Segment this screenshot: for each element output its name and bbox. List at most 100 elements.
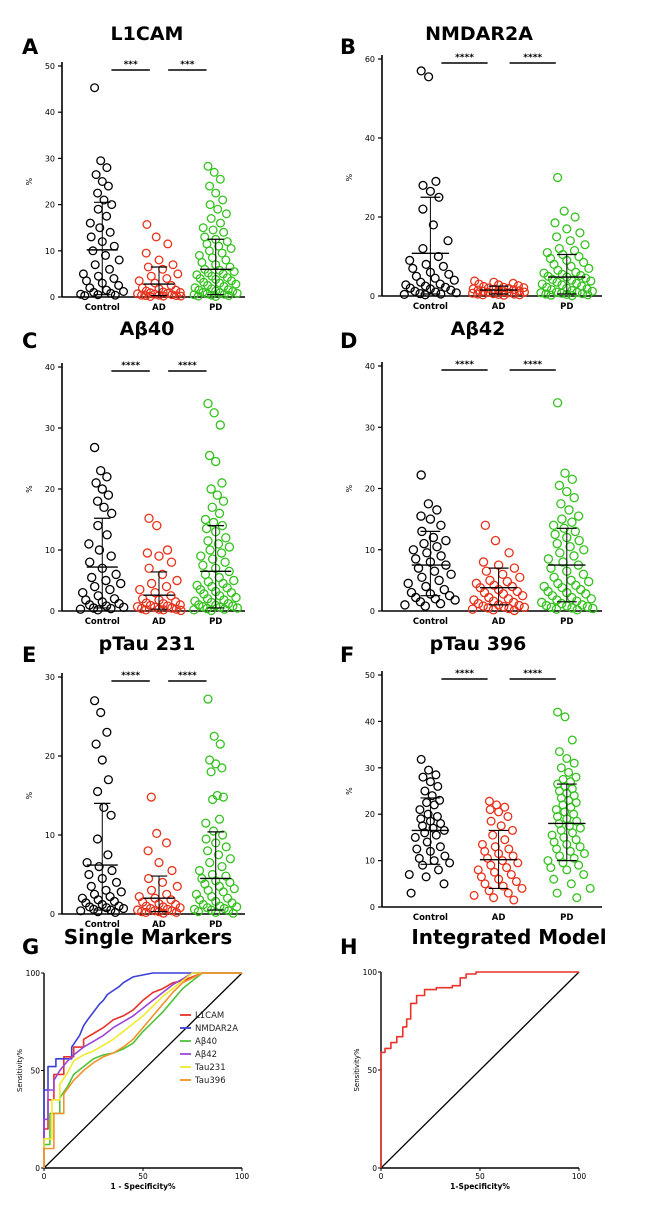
data-point-pd [219, 903, 229, 914]
data-point-pd [567, 290, 577, 301]
data-point-ad [142, 219, 152, 229]
data-point-control [433, 781, 443, 791]
data-point-pd [207, 502, 218, 513]
data-point-control [107, 865, 117, 876]
data-point-pd [554, 244, 564, 254]
data-point-pd [557, 514, 567, 524]
data-point-pd [575, 584, 586, 595]
data-point-control [109, 241, 119, 251]
y-tick-label: 50 [45, 62, 55, 71]
data-point-control [86, 572, 97, 583]
data-point-control [420, 786, 430, 796]
data-point-control [435, 795, 445, 805]
data-point-control [400, 600, 410, 610]
data-point-pd [213, 850, 224, 860]
data-point-pd [574, 860, 584, 870]
data-point-control [429, 566, 440, 576]
chart-B: 0 20 40 60% Control AD PD **** **** [345, 53, 602, 312]
category-label-ad: AD [152, 617, 166, 627]
data-point-pd [546, 563, 556, 573]
category-label-ad: AD [492, 302, 506, 312]
data-point-control [406, 888, 416, 898]
data-point-ad [135, 584, 145, 595]
data-point-ad [478, 601, 488, 611]
data-point-control [405, 255, 415, 265]
data-point-control [105, 584, 115, 595]
data-point-pd [546, 290, 556, 300]
chart-H: 0 50 100 0 50 100 1-Specificity% Sensitivity% [353, 968, 586, 1191]
data-point-pd [550, 529, 560, 540]
data-point-ad [498, 881, 508, 891]
data-point-pd [554, 747, 564, 757]
data-point-pd [552, 277, 562, 287]
data-point-pd [552, 888, 562, 898]
data-point-ad [469, 890, 479, 900]
data-point-pd [575, 842, 585, 852]
data-point-pd [585, 883, 595, 893]
data-point-control [430, 287, 441, 297]
data-point-pd [556, 598, 567, 609]
chart-C: 0 10 20 30 40% Control AD PD **** **** [25, 361, 245, 627]
data-point-pd [580, 240, 590, 250]
data-point-control [94, 545, 105, 555]
data-point-pd [556, 499, 566, 509]
data-point-control [408, 263, 418, 273]
data-point-ad [508, 278, 518, 288]
y-tick-label: 20 [365, 213, 375, 222]
data-point-control [432, 541, 442, 552]
data-point-control [96, 707, 106, 718]
data-point-ad [504, 288, 514, 298]
category-label-ad: AD [492, 617, 506, 627]
data-point-pd [567, 828, 578, 838]
data-point-pd [203, 536, 213, 546]
data-point-ad [142, 548, 153, 558]
panel-letter-H: H [340, 935, 358, 959]
data-point-pd [221, 871, 231, 881]
data-point-control [415, 805, 425, 815]
data-point-pd [208, 794, 218, 805]
y-tick-label: 0 [50, 910, 55, 919]
data-point-control [422, 837, 432, 847]
data-point-pd [226, 587, 237, 598]
data-point-control [110, 290, 120, 300]
data-point-ad [162, 273, 172, 283]
category-label-control: Control [85, 920, 120, 930]
data-point-pd [576, 270, 586, 281]
data-point-control [105, 264, 115, 274]
data-point-pd [206, 605, 217, 616]
category-label-pd: PD [209, 303, 222, 313]
chart-title-G: Single Markers [64, 925, 233, 949]
data-point-pd [553, 707, 563, 717]
data-point-control [89, 889, 100, 899]
data-point-ad [151, 232, 161, 242]
category-label-ad: AD [152, 920, 166, 930]
data-point-pd [226, 243, 236, 253]
data-point-control [115, 578, 126, 589]
chart-D: 0 10 20 30 40% Control AD PD **** **** [345, 360, 602, 627]
data-point-control [107, 200, 117, 210]
data-point-control [91, 739, 101, 749]
y-tick-label: 30 [365, 423, 375, 432]
data-point-control [102, 163, 112, 173]
data-point-control [418, 180, 428, 190]
data-point-pd [575, 228, 585, 238]
data-point-ad [154, 857, 164, 868]
data-point-pd [214, 241, 224, 251]
data-point-ad [137, 290, 147, 300]
panel-letter-D: D [340, 329, 357, 353]
panel-letter-A: A [22, 35, 39, 59]
data-point-control [450, 595, 460, 605]
data-point-control [111, 569, 121, 580]
category-label-pd: PD [560, 913, 573, 923]
data-point-ad [154, 551, 164, 561]
data-point-control [430, 594, 441, 604]
data-point-pd [552, 398, 563, 408]
data-point-ad [163, 239, 173, 249]
data-point-control [119, 286, 129, 296]
data-point-pd [562, 753, 572, 764]
data-point-ad [136, 603, 147, 614]
data-point-ad [512, 586, 523, 597]
data-point-pd [578, 569, 589, 580]
x-tick-label: 100 [235, 1172, 250, 1181]
data-point-control [405, 283, 415, 293]
